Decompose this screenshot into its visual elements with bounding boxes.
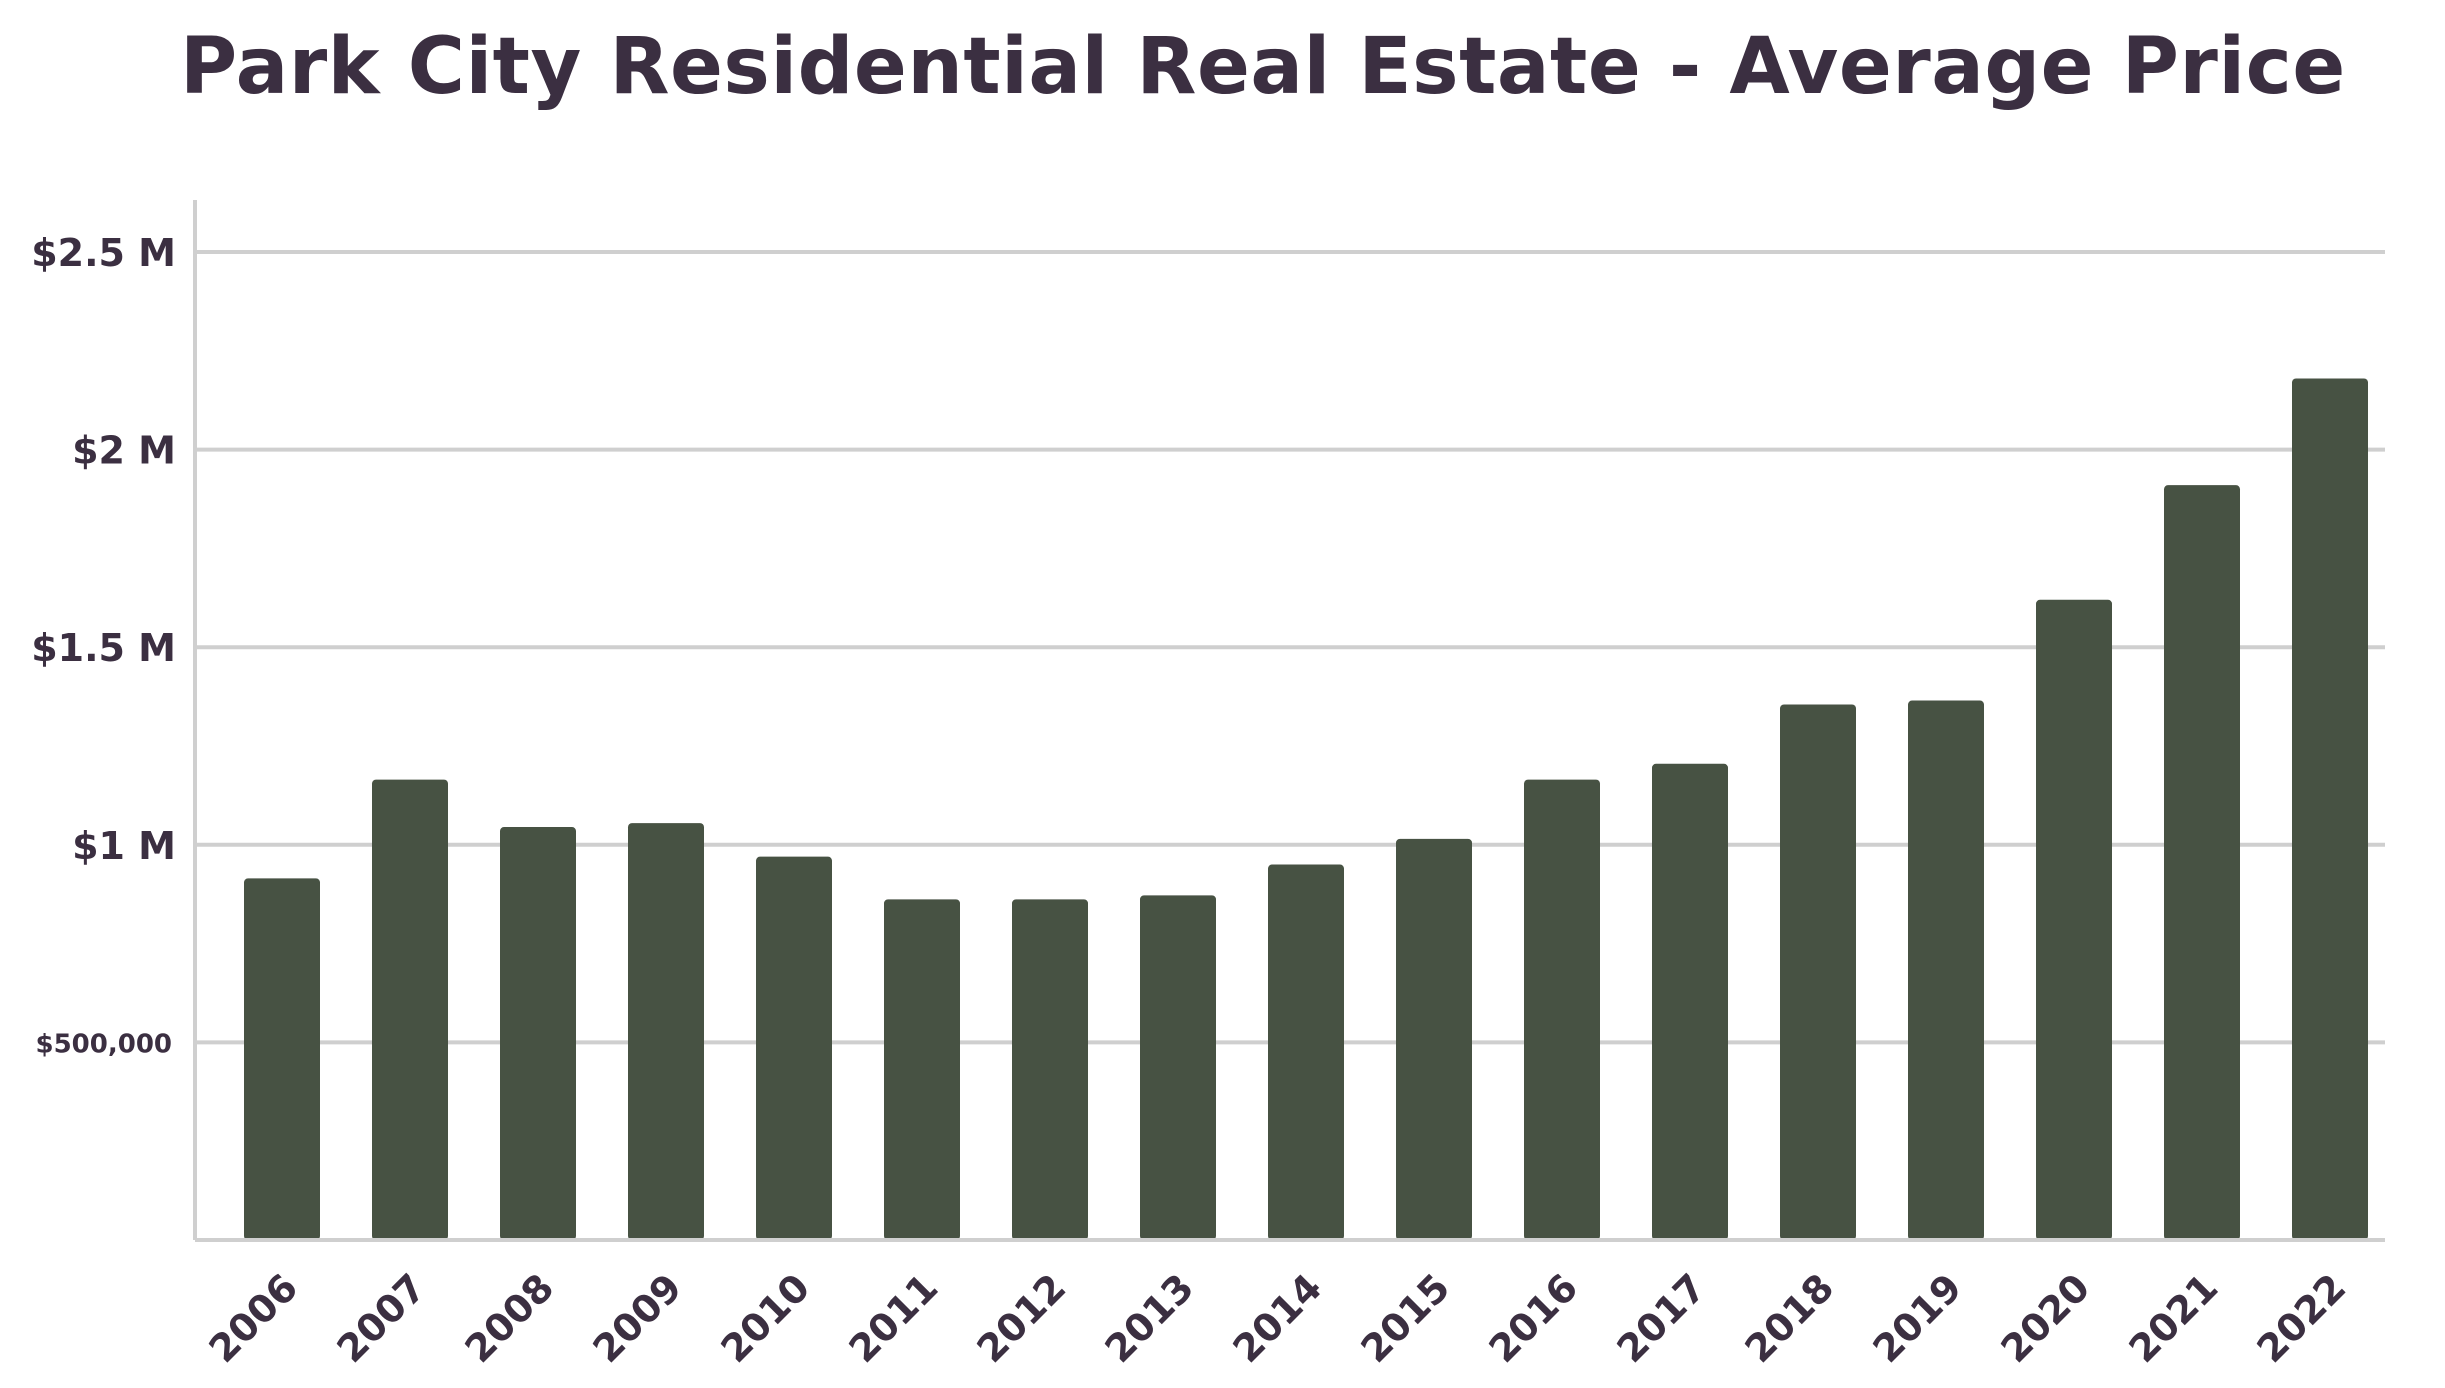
bar — [1908, 700, 1984, 1240]
x-tick-label: 2018 — [1736, 1265, 1842, 1371]
bar — [1524, 779, 1600, 1240]
bar — [372, 779, 448, 1240]
bar — [2164, 485, 2240, 1241]
x-tick-label: 2006 — [200, 1265, 306, 1371]
y-tick-label: $500,000 — [35, 1029, 172, 1059]
x-tick-label: 2021 — [2120, 1265, 2226, 1371]
y-tick-label: $2.5 M — [31, 231, 176, 275]
x-tick-label: 2020 — [1992, 1265, 2098, 1371]
y-tick-label: $1 M — [72, 824, 176, 868]
x-tick-label: 2008 — [456, 1265, 562, 1371]
y-tick-label: $1.5 M — [31, 626, 176, 670]
x-tick-label: 2009 — [584, 1265, 690, 1371]
x-tick-label: 2007 — [328, 1265, 434, 1371]
x-tick-label: 2010 — [712, 1265, 818, 1371]
bar — [500, 827, 576, 1240]
x-tick-label: 2011 — [840, 1265, 946, 1371]
chart-title: Park City Residential Real Estate - Aver… — [180, 22, 2346, 112]
x-tick-label: 2012 — [968, 1265, 1074, 1371]
x-tick-label: 2022 — [2248, 1265, 2354, 1371]
bar — [2292, 378, 2368, 1240]
bar — [2036, 599, 2112, 1240]
bar — [1780, 704, 1856, 1240]
x-tick-label: 2013 — [1096, 1265, 1202, 1371]
bar — [1652, 763, 1728, 1240]
bar — [244, 878, 320, 1240]
x-tick-label: 2016 — [1480, 1265, 1586, 1371]
x-tick-label: 2017 — [1608, 1265, 1714, 1371]
bar — [1140, 895, 1216, 1240]
bar — [1396, 838, 1472, 1240]
x-tick-label: 2019 — [1864, 1265, 1970, 1371]
y-tick-label: $2 M — [72, 429, 176, 473]
bar — [884, 899, 960, 1240]
bar — [1012, 899, 1088, 1240]
bar — [1268, 864, 1344, 1240]
x-tick-label: 2014 — [1224, 1265, 1330, 1371]
bar — [628, 823, 704, 1240]
bar — [756, 856, 832, 1240]
x-tick-label: 2015 — [1352, 1265, 1458, 1371]
